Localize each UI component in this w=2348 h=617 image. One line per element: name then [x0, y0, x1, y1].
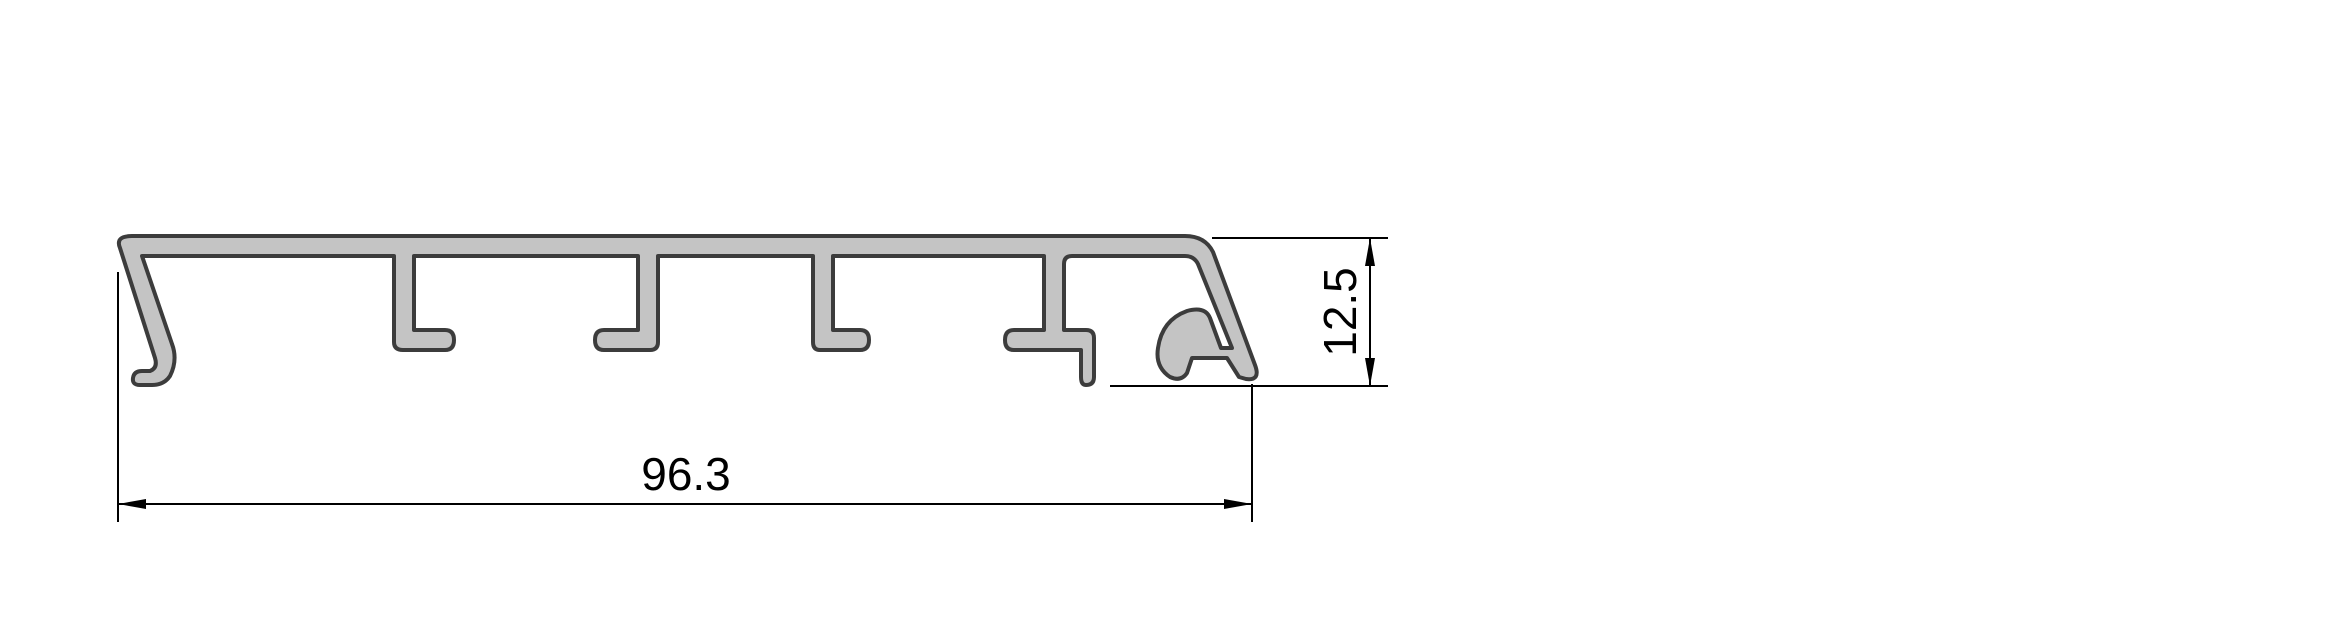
- width-arrow-right: [1224, 499, 1252, 509]
- height-arrow-top: [1365, 238, 1375, 266]
- width-dimension-label: 96.3: [641, 448, 731, 500]
- width-arrow-left: [118, 499, 146, 509]
- extrusion-profile: [116, 234, 1259, 387]
- width-dimension: 96.3: [117, 272, 1253, 522]
- height-arrow-bottom: [1365, 358, 1375, 386]
- height-dimension-label: 12.5: [1314, 267, 1366, 357]
- height-dimension: 12.5: [1110, 237, 1388, 387]
- profile-outline: [116, 234, 1259, 387]
